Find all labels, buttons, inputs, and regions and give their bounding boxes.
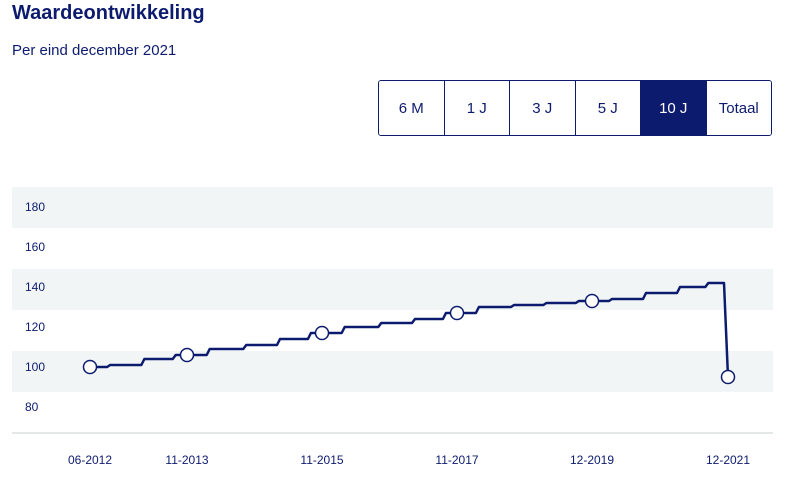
range-tab-3j[interactable]: 3 J (510, 81, 576, 135)
chart-bands (12, 187, 773, 392)
y-tick-label: 180 (25, 200, 45, 214)
range-tab-10j[interactable]: 10 J (641, 81, 707, 135)
data-point-marker[interactable] (314, 325, 330, 341)
grid-band (12, 187, 773, 228)
x-tick-label: 12-2019 (570, 453, 614, 467)
data-point-marker[interactable] (584, 293, 600, 309)
y-tick-label: 160 (25, 240, 45, 254)
data-point-marker[interactable] (449, 305, 465, 321)
series-markers (82, 293, 736, 385)
x-tick-label: 11-2013 (165, 453, 208, 467)
page-title: Waardeontwikkeling (12, 2, 205, 24)
range-tab-1j[interactable]: 1 J (444, 81, 510, 135)
x-axis-ticks: 06-2012 11-2013 11-2015 11-2017 12-2019 12-20… (68, 453, 750, 467)
y-tick-label: 120 (25, 320, 45, 334)
grid-band (12, 351, 773, 392)
series-line (90, 281, 730, 378)
data-point-marker[interactable] (720, 369, 736, 385)
x-tick-label: 11-2017 (435, 453, 478, 467)
data-point-marker[interactable] (179, 347, 195, 363)
y-tick-label: 100 (25, 360, 45, 374)
x-tick-label: 11-2015 (300, 453, 343, 467)
grid-band (12, 269, 773, 310)
page-subtitle: Per eind december 2021 (12, 42, 177, 59)
range-selector: 6 M 1 J 3 J 5 J 10 J Totaal (378, 80, 772, 136)
y-axis-ticks: 180 160 140 120 100 80 (25, 200, 45, 414)
y-tick-label: 80 (25, 400, 39, 414)
x-tick-label: 12-2021 (706, 453, 750, 467)
range-tab-6m[interactable]: 6 M (379, 81, 445, 135)
range-tab-5j[interactable]: 5 J (575, 81, 641, 135)
y-tick-label: 140 (25, 280, 45, 294)
data-point-marker[interactable] (82, 359, 98, 375)
x-tick-label: 06-2012 (68, 453, 112, 467)
range-tab-totaal[interactable]: Totaal (706, 81, 771, 135)
